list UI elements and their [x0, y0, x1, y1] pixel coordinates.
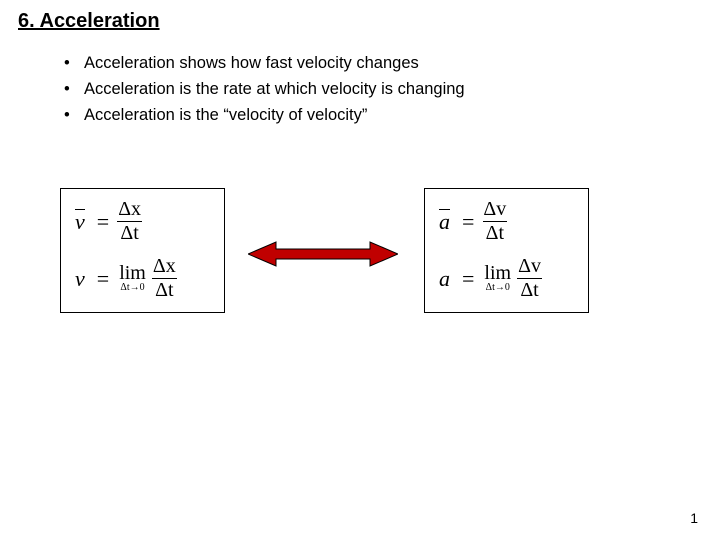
- page-number: 1: [690, 510, 698, 526]
- velocity-equations-box: v = Δx Δt v = lim Δt→0 Δx Δt: [60, 188, 225, 313]
- a-var: a: [439, 266, 450, 292]
- inst-velocity-equation: v = lim Δt→0 Δx Δt: [75, 256, 210, 301]
- fraction: Δx Δt: [150, 256, 179, 301]
- equals-sign: =: [462, 209, 474, 235]
- limit: lim Δt→0: [484, 264, 511, 293]
- double-arrow-icon: [248, 240, 398, 268]
- bullet-item: Acceleration is the rate at which veloci…: [60, 78, 465, 102]
- bullet-item: Acceleration shows how fast velocity cha…: [60, 52, 465, 76]
- fraction: Δv Δt: [515, 256, 544, 301]
- inst-acceleration-equation: a = lim Δt→0 Δv Δt: [439, 256, 574, 301]
- limit: lim Δt→0: [119, 264, 146, 293]
- fraction: Δx Δt: [115, 199, 144, 244]
- equals-sign: =: [462, 266, 474, 292]
- equals-sign: =: [97, 209, 109, 235]
- bullet-item: Acceleration is the “velocity of velocit…: [60, 104, 465, 128]
- bullet-list: Acceleration shows how fast velocity cha…: [60, 52, 465, 130]
- fraction: Δv Δt: [480, 199, 509, 244]
- avg-velocity-equation: v = Δx Δt: [75, 199, 210, 244]
- arrow-shape: [248, 242, 398, 266]
- acceleration-equations-box: a = Δv Δt a = lim Δt→0 Δv Δt: [424, 188, 589, 313]
- v-var: v: [75, 266, 85, 292]
- slide-title: 6. Acceleration: [18, 10, 160, 33]
- equals-sign: =: [97, 266, 109, 292]
- avg-acceleration-equation: a = Δv Δt: [439, 199, 574, 244]
- a-bar: a: [439, 209, 450, 235]
- v-bar: v: [75, 209, 85, 235]
